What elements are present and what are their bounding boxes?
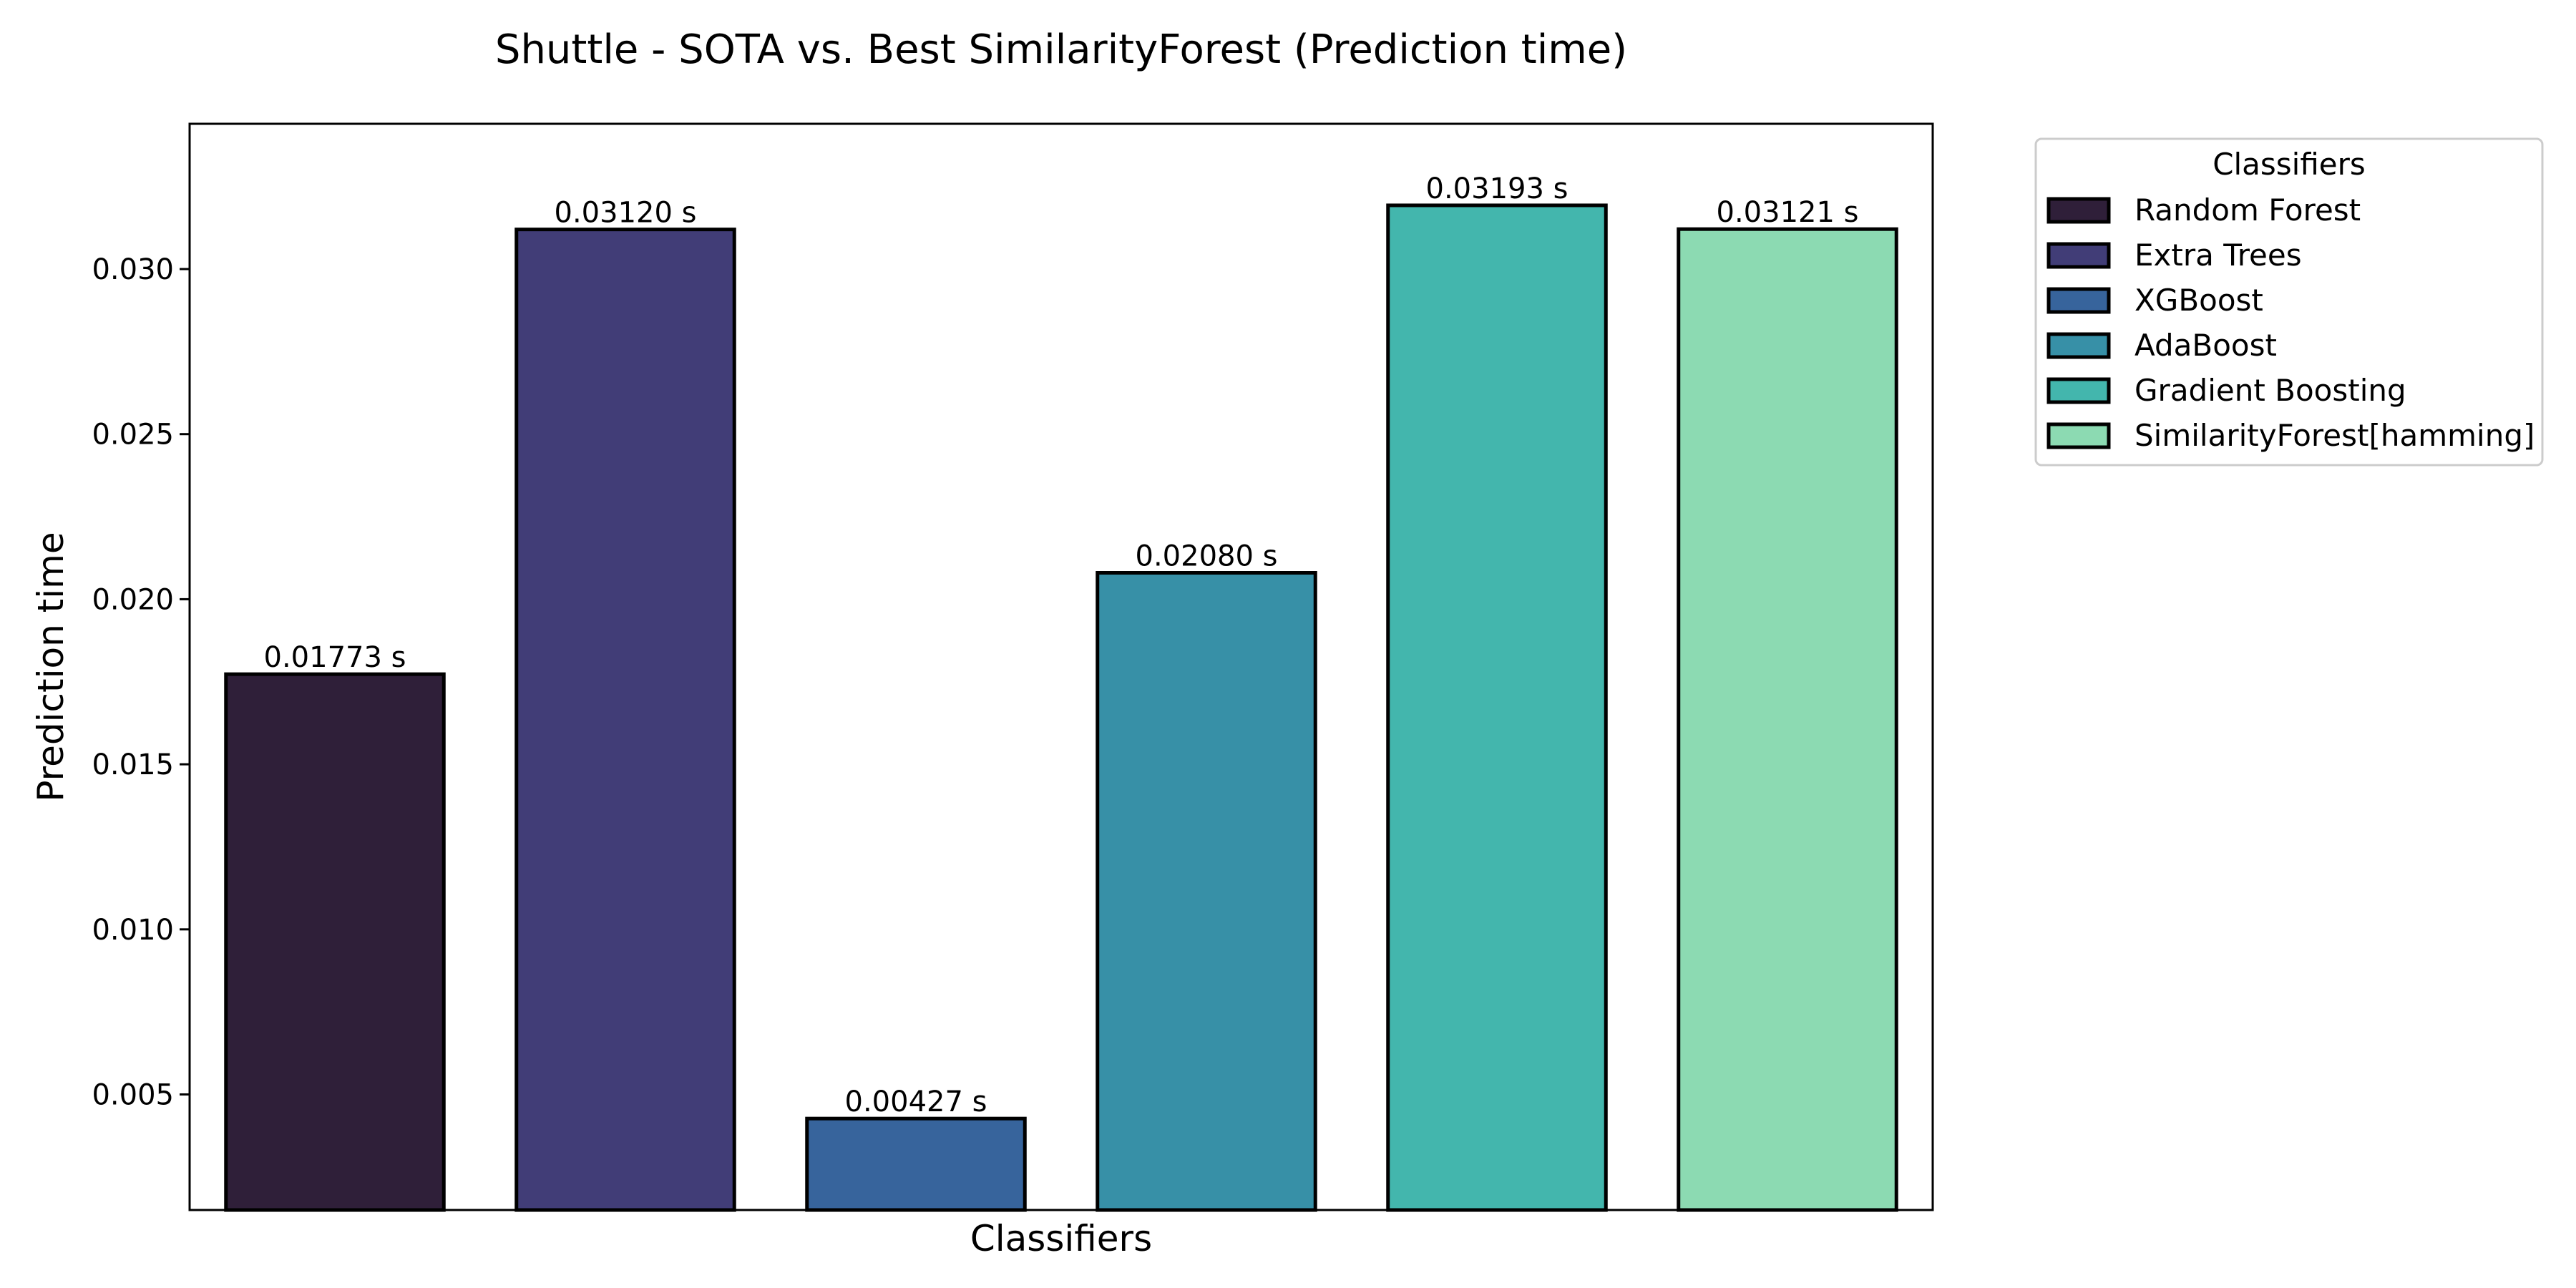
legend-label: Gradient Boosting: [2135, 373, 2406, 408]
legend-swatch: [2046, 422, 2111, 449]
bar-extra-trees: [514, 228, 736, 1212]
y-tick-label: 0.030: [92, 253, 174, 286]
legend-swatch: [2046, 377, 2111, 404]
bar-adaboost: [1096, 571, 1317, 1212]
data-label-xgboost: 0.00427 s: [845, 1085, 987, 1118]
chart-title: Shuttle - SOTA vs. Best SimilarityForest…: [495, 26, 1627, 73]
data-label-extra-trees: 0.03120 s: [555, 197, 697, 230]
bar-random-forest: [224, 672, 446, 1212]
legend-entry-extra-trees: Extra Trees: [2046, 238, 2302, 273]
legend-entries: Random Forest Extra Trees XGBoost AdaBoost G…: [2046, 192, 2534, 453]
y-tick-label: 0.005: [92, 1079, 174, 1112]
data-label-random-forest: 0.01773 s: [264, 641, 406, 674]
legend-swatch: [2046, 332, 2111, 359]
legend-entry-adaboost: AdaBoost: [2046, 328, 2277, 363]
y-tick-label: 0.015: [92, 748, 174, 781]
legend-entry-random-forest: Random Forest: [2046, 192, 2361, 228]
y-axis: 0.005 0.010 0.015 0.020 0.025 0.030: [92, 253, 190, 1112]
legend-label: XGBoost: [2135, 283, 2263, 318]
y-tick-label: 0.020: [92, 583, 174, 616]
bar-similarityforest-hamming: [1677, 227, 1898, 1212]
legend-box: [2034, 137, 2544, 467]
y-tick-label: 0.025: [92, 419, 174, 452]
data-label-gradient-boosting: 0.03193 s: [1426, 172, 1568, 205]
legend-swatch: [2046, 242, 2111, 269]
legend-label: Random Forest: [2135, 192, 2361, 228]
legend: Classifiers Random Forest Extra Trees XGBo…: [2034, 137, 2544, 467]
y-axis-label: Prediction time: [30, 532, 72, 801]
legend-entry-xgboost: XGBoost: [2046, 283, 2263, 318]
bar-gradient-boosting: [1386, 203, 1608, 1212]
y-tick-label: 0.010: [92, 914, 174, 947]
legend-entry-similarityforest-hamming: SimilarityForest[hamming]: [2046, 418, 2534, 453]
plot-frame: [188, 122, 1934, 1211]
legend-title: Classifiers: [2212, 147, 2366, 182]
x-axis-label: Classifiers: [970, 1218, 1152, 1259]
bar-xgboost: [805, 1116, 1027, 1212]
bars-layer: [224, 203, 1898, 1212]
legend-swatch: [2046, 197, 2111, 224]
data-labels-layer: 0.01773 s 0.03120 s 0.00427 s 0.02080 s 0.03…: [264, 172, 1859, 1118]
legend-entry-gradient-boosting: Gradient Boosting: [2046, 373, 2406, 408]
legend-swatch: [2046, 287, 2111, 314]
data-label-adaboost: 0.02080 s: [1136, 540, 1278, 573]
legend-label: SimilarityForest[hamming]: [2135, 418, 2534, 453]
legend-label: AdaBoost: [2135, 328, 2277, 363]
data-label-similarityforest-hamming: 0.03121 s: [1717, 196, 1859, 229]
legend-label: Extra Trees: [2135, 238, 2302, 273]
